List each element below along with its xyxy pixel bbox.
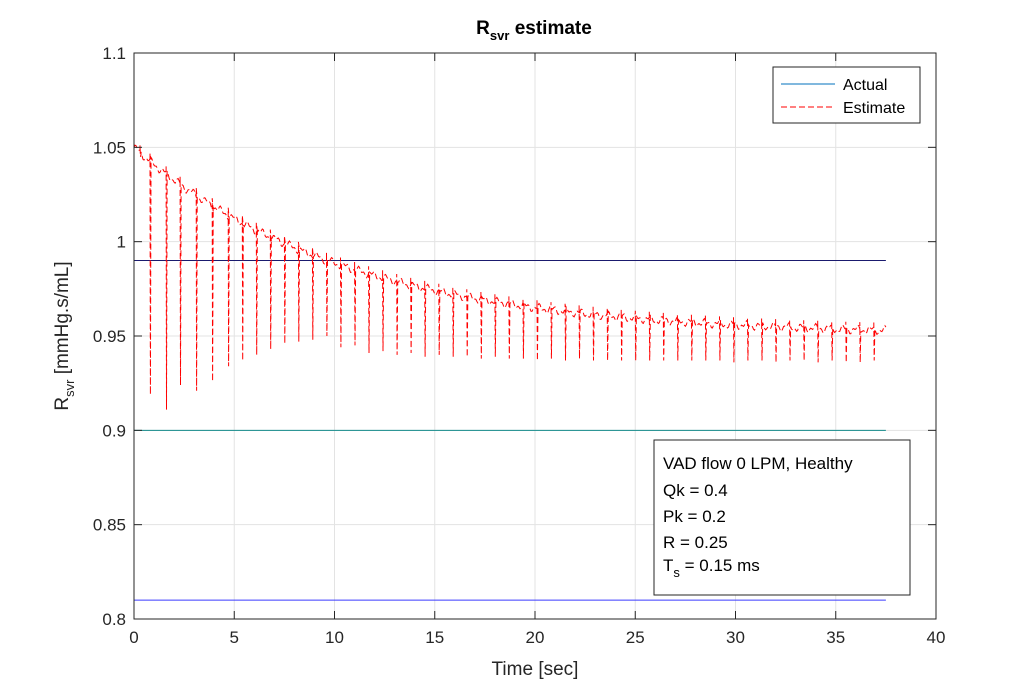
annotation-ts-sub: s: [673, 565, 680, 580]
y-tick-label: 1: [117, 233, 126, 252]
y-axis-title-sub: svr: [62, 379, 77, 397]
y-axis-title-rest: [mmHg.s/mL]: [52, 261, 73, 379]
tick-labels: 0 5 10 15 20 25 30 35 40 0.8 0.85 0.9 0.95 1 1.05 1.1: [93, 44, 946, 647]
legend-estimate-label: Estimate: [843, 100, 905, 117]
y-axis-title: Rsvr [mmHg.s/mL]: [52, 261, 77, 410]
y-tick-label: 0.8: [102, 610, 126, 629]
legend-actual-label: Actual: [843, 77, 887, 94]
x-tick-label: 5: [230, 628, 239, 647]
y-tick-label: 0.9: [102, 421, 126, 440]
annotation-ts-rest: = 0.15 ms: [680, 556, 760, 575]
ticks: [133, 52, 937, 620]
annotation-ts-main: T: [663, 556, 673, 575]
annotation-line-4: R = 0.25: [663, 533, 728, 552]
legend: Actual Estimate: [772, 66, 921, 124]
annotation-frame: [653, 439, 911, 596]
legend-box: [772, 66, 921, 124]
x-tick-label: 0: [129, 628, 138, 647]
chart-title: Rsvr estimate: [476, 18, 592, 43]
y-tick-label: 0.95: [93, 327, 126, 346]
x-tick-label: 25: [626, 628, 645, 647]
x-axis-title: Time [sec]: [492, 659, 579, 680]
x-tick-label: 20: [526, 628, 545, 647]
y-tick-label: 0.85: [93, 516, 126, 535]
y-axis-title-main: R: [52, 397, 73, 411]
x-tick-label: 35: [826, 628, 845, 647]
x-tick-label: 15: [425, 628, 444, 647]
annotation-box: VAD flow 0 LPM, Healthy Qk = 0.4 Pk = 0.…: [653, 439, 911, 596]
estimate-series-line: [133, 144, 887, 410]
chart-title-rest: estimate: [509, 18, 591, 39]
chart-title-main: R: [476, 18, 490, 39]
x-tick-label: 40: [927, 628, 946, 647]
actual-lines: [134, 260, 886, 601]
annotation-line-2: Qk = 0.4: [663, 481, 728, 500]
annotation-line-3: Pk = 0.2: [663, 507, 726, 526]
y-tick-label: 1.1: [102, 44, 126, 63]
x-tick-label: 30: [726, 628, 745, 647]
chart-title-sub: svr: [490, 28, 510, 43]
y-tick-label: 1.05: [93, 138, 126, 157]
annotation-line-1: VAD flow 0 LPM, Healthy: [663, 454, 853, 473]
annotation-line-5: Ts = 0.15 ms: [663, 556, 760, 580]
x-tick-label: 10: [325, 628, 344, 647]
